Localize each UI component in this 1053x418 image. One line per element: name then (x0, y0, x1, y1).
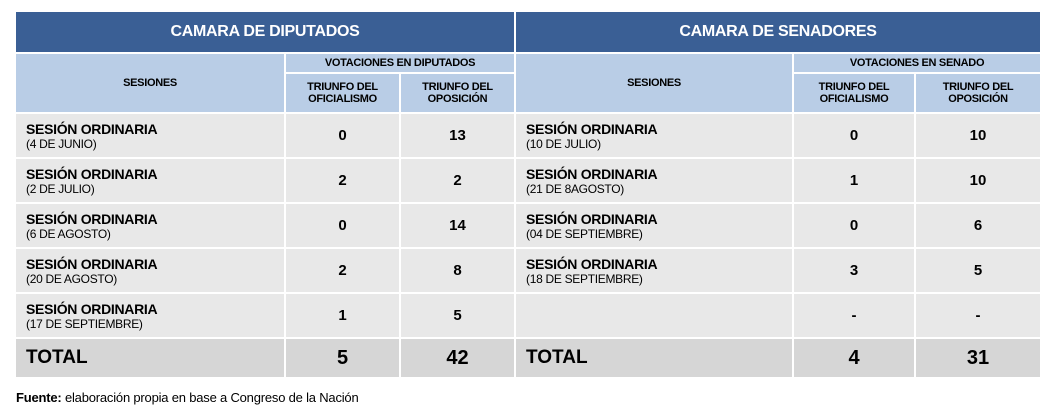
sen-oficialismo-value: 3 (794, 249, 916, 294)
votes-table-container: CAMARA DE DIPUTADOS CAMARA DE SENADORES … (16, 12, 1041, 379)
dip-session-cell: SESIÓN ORDINARIA (4 DE JUNIO) (16, 114, 286, 159)
session-title: SESIÓN ORDINARIA (526, 210, 658, 227)
sen-oposicion-value: 6 (916, 204, 1041, 249)
dip-oposicion-value: 14 (401, 204, 516, 249)
votes-senado-header: VOTACIONES EN SENADO (794, 54, 1041, 74)
dip-session-cell: SESIÓN ORDINARIA (2 DE JULIO) (16, 159, 286, 204)
oficialismo-header-right: TRIUNFO DEL OFICIALISMO (794, 74, 916, 114)
session-title: SESIÓN ORDINARIA (26, 165, 158, 182)
total-row: TOTAL 5 42 TOTAL 4 31 (16, 339, 1041, 379)
session-title: SESIÓN ORDINARIA (526, 255, 658, 272)
dip-oposicion-total: 42 (401, 339, 516, 379)
sesiones-header-left: SESIONES (16, 54, 286, 114)
table-row: SESIÓN ORDINARIA (4 DE JUNIO) 0 13 SESIÓN… (16, 114, 1041, 159)
sen-session-cell: SESIÓN ORDINARIA (04 DE SEPTIEMBRE) (516, 204, 794, 249)
source-text: elaboración propia en base a Congreso de… (61, 390, 359, 405)
dip-oficialismo-value: 2 (286, 159, 401, 204)
sen-oficialismo-value: 0 (794, 204, 916, 249)
sen-session-cell: SESIÓN ORDINARIA (18 DE SEPTIEMBRE) (516, 249, 794, 294)
dip-oposicion-value: 13 (401, 114, 516, 159)
total-label-left: TOTAL (16, 339, 286, 379)
table-row: SESIÓN ORDINARIA (20 DE AGOSTO) 2 8 SESIÓ… (16, 249, 1041, 294)
source-note: Fuente: elaboración propia en base a Con… (16, 390, 359, 405)
sen-oposicion-value: 5 (916, 249, 1041, 294)
session-date: (10 DE JULIO) (526, 136, 601, 151)
oposicion-header-right: TRIUNFO DEL OPOSICIÓN (916, 74, 1041, 114)
sen-session-cell: SESIÓN ORDINARIA (21 DE 8AGOSTO) (516, 159, 794, 204)
sen-session-cell (516, 294, 794, 339)
dip-oposicion-value: 2 (401, 159, 516, 204)
dip-session-cell: SESIÓN ORDINARIA (20 DE AGOSTO) (16, 249, 286, 294)
session-title: SESIÓN ORDINARIA (26, 255, 158, 272)
session-title: SESIÓN ORDINARIA (26, 210, 158, 227)
dip-oficialismo-value: 0 (286, 204, 401, 249)
dip-oficialismo-value: 2 (286, 249, 401, 294)
session-title: SESIÓN ORDINARIA (26, 300, 158, 317)
dip-oficialismo-total: 5 (286, 339, 401, 379)
session-date: (6 DE AGOSTO) (26, 226, 111, 241)
dip-oposicion-value: 8 (401, 249, 516, 294)
session-date: (04 DE SEPTIEMBRE) (526, 226, 643, 241)
sen-oficialismo-value: - (794, 294, 916, 339)
dip-session-cell: SESIÓN ORDINARIA (17 DE SEPTIEMBRE) (16, 294, 286, 339)
session-title: SESIÓN ORDINARIA (526, 120, 658, 137)
table-row: SESIÓN ORDINARIA (2 DE JULIO) 2 2 SESIÓN … (16, 159, 1041, 204)
session-date: (17 DE SEPTIEMBRE) (26, 316, 143, 331)
table-row: SESIÓN ORDINARIA (6 DE AGOSTO) 0 14 SESIÓ… (16, 204, 1041, 249)
sen-oficialismo-value: 1 (794, 159, 916, 204)
dip-oficialismo-value: 0 (286, 114, 401, 159)
total-label-right: TOTAL (516, 339, 794, 379)
sen-oposicion-value: 10 (916, 159, 1041, 204)
sesiones-header-right: SESIONES (516, 54, 794, 114)
session-date: (20 DE AGOSTO) (26, 271, 117, 286)
sen-oficialismo-total: 4 (794, 339, 916, 379)
session-title: SESIÓN ORDINARIA (26, 120, 158, 137)
session-date: (2 DE JULIO) (26, 181, 95, 196)
table-row: SESIÓN ORDINARIA (17 DE SEPTIEMBRE) 1 5 -… (16, 294, 1041, 339)
oficialismo-header-left: TRIUNFO DEL OFICIALISMO (286, 74, 401, 114)
session-title: SESIÓN ORDINARIA (526, 165, 658, 182)
sen-session-cell: SESIÓN ORDINARIA (10 DE JULIO) (516, 114, 794, 159)
dip-oficialismo-value: 1 (286, 294, 401, 339)
sen-oposicion-value: - (916, 294, 1041, 339)
oposicion-header-left: TRIUNFO DEL OPOSICIÓN (401, 74, 516, 114)
dip-session-cell: SESIÓN ORDINARIA (6 DE AGOSTO) (16, 204, 286, 249)
session-date: (4 DE JUNIO) (26, 136, 97, 151)
dip-oposicion-value: 5 (401, 294, 516, 339)
votes-diputados-header: VOTACIONES EN DIPUTADOS (286, 54, 516, 74)
source-label: Fuente: (16, 390, 62, 405)
session-date: (18 DE SEPTIEMBRE) (526, 271, 643, 286)
session-date: (21 DE 8AGOSTO) (526, 181, 624, 196)
senadores-header: CAMARA DE SENADORES (516, 12, 1041, 54)
votes-table: CAMARA DE DIPUTADOS CAMARA DE SENADORES … (16, 12, 1041, 379)
sen-oficialismo-value: 0 (794, 114, 916, 159)
diputados-header: CAMARA DE DIPUTADOS (16, 12, 516, 54)
sen-oposicion-value: 10 (916, 114, 1041, 159)
sen-oposicion-total: 31 (916, 339, 1041, 379)
